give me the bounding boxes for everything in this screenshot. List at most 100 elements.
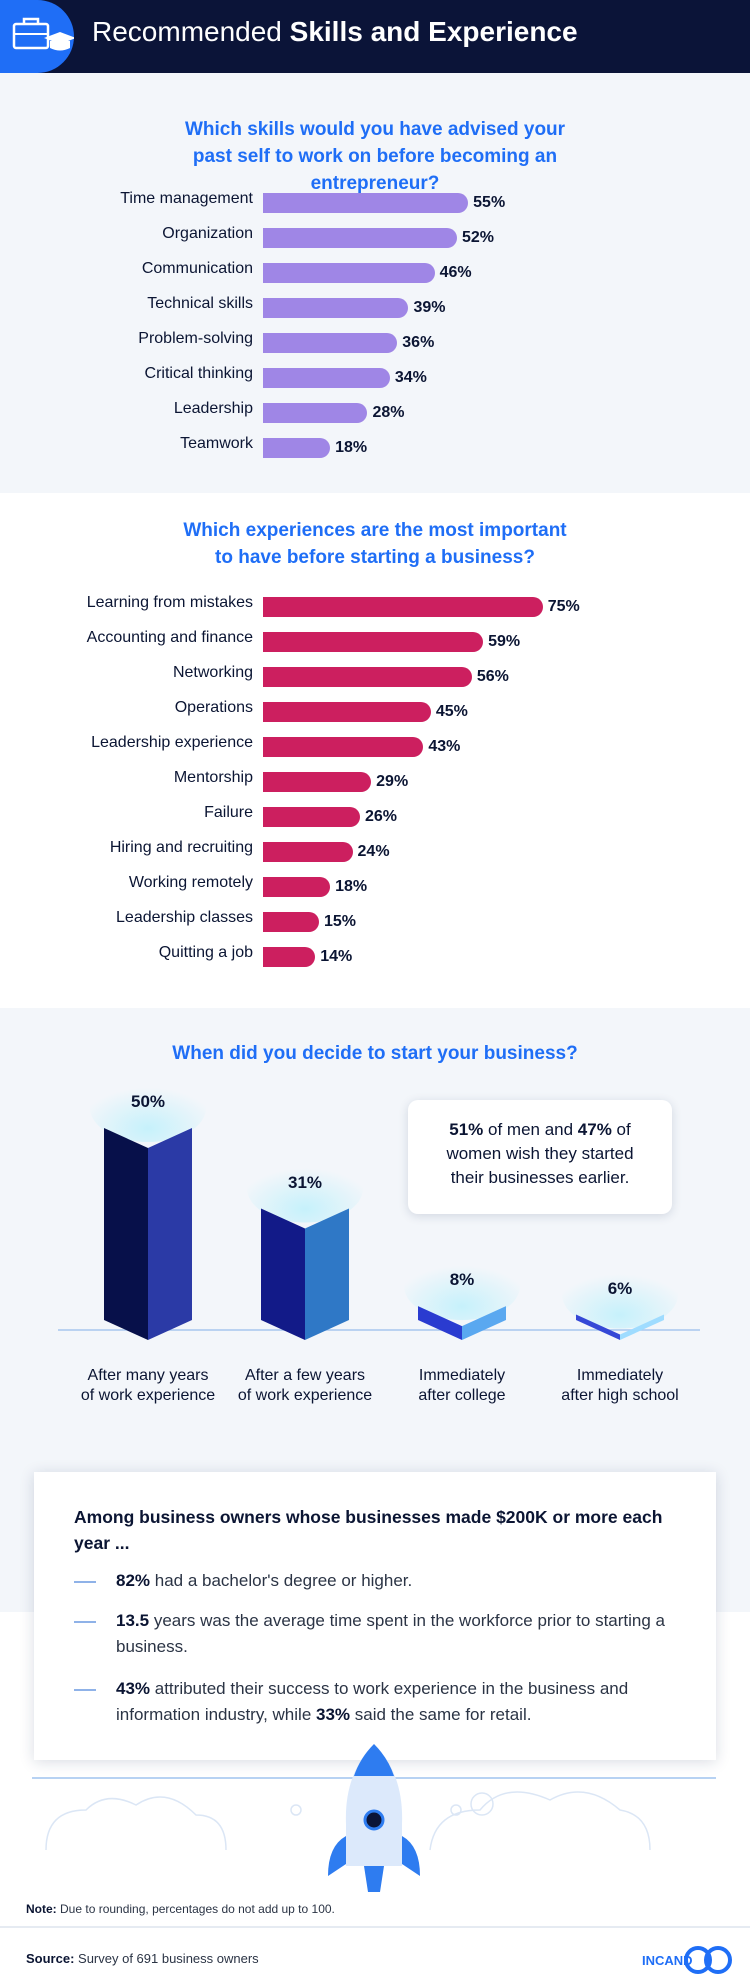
bar (263, 632, 484, 652)
column-category-line: after high school (561, 1387, 679, 1404)
bar (263, 298, 409, 318)
bar-label: Accounting and finance (86, 629, 253, 646)
column-category-label: Immediately after high school (545, 1366, 695, 1406)
bar-value-label: 75% (547, 598, 580, 615)
skills-section (0, 73, 750, 493)
bar-label: Mentorship (173, 769, 253, 786)
column-value-label: 6% (607, 1278, 633, 1298)
bar-label: Learning from mistakes (86, 594, 253, 611)
bar (263, 333, 398, 353)
card-title: Among business owners whose businesses m… (74, 1507, 663, 1553)
bar-label: Operations (174, 699, 253, 716)
bar (263, 947, 316, 967)
bar-value-label: 29% (376, 773, 409, 790)
bar-value-label: 14% (320, 948, 353, 965)
bar (263, 807, 360, 827)
bar (263, 702, 431, 722)
rocket-icon (328, 1744, 420, 1892)
column-value-label: 31% (287, 1172, 323, 1192)
bar (263, 438, 331, 458)
card-item-text: 13.5 years was the average time spent in… (116, 1611, 666, 1656)
column-bar (247, 1154, 363, 1340)
incandeo-logo-icon[interactable]: INCAND (640, 1938, 734, 1978)
dash-icon (74, 1621, 96, 1623)
bar-value-label: 36% (402, 334, 435, 351)
header-bar: Recommended Skills and Experience (0, 0, 750, 73)
column-bar (404, 1252, 520, 1340)
bar-label: Quitting a job (158, 944, 253, 961)
column-category-label: After many years of work experience (73, 1366, 223, 1406)
dash-icon (74, 1581, 96, 1583)
column-side-face (620, 1314, 664, 1340)
skills-chart-title: Which skills would you have advised your… (184, 119, 566, 194)
bar-value-label: 26% (364, 808, 397, 825)
column-side-face (462, 1306, 506, 1340)
bar-label: Leadership classes (116, 909, 253, 926)
timing-3d-column-chart (58, 1074, 700, 1340)
bar-value-label: 56% (476, 668, 509, 685)
bar (263, 772, 372, 792)
bar-value-label: 43% (428, 738, 461, 755)
bar (263, 228, 457, 248)
bar (263, 667, 472, 687)
column-category-line: After many years (87, 1367, 209, 1384)
experience-chart-title: Which experiences are the most important… (183, 520, 567, 568)
bar-value-label: 18% (335, 439, 368, 456)
high-earners-card: Among business owners whose businesses m… (34, 1472, 716, 1760)
column-glow (404, 1252, 520, 1321)
bar-value-label: 18% (335, 878, 368, 895)
column-category-line: After a few years (244, 1367, 366, 1384)
dash-icon (74, 1689, 96, 1691)
bar-label: Networking (172, 664, 253, 681)
bar-label: Teamwork (180, 435, 253, 452)
footer-divider (0, 1926, 750, 1928)
column-category-line: of work experience (80, 1387, 216, 1404)
column-category-line: after college (418, 1387, 506, 1404)
column-value-label: 8% (449, 1270, 475, 1290)
card-item-text: 43% attributed their success to work exp… (116, 1679, 629, 1724)
bar (263, 877, 331, 897)
bar-value-label: 52% (461, 229, 494, 246)
logo-text: INCAND (642, 1953, 693, 1968)
bar (263, 912, 319, 932)
column-category-line: of work experience (237, 1387, 373, 1404)
bar (263, 193, 469, 213)
bar-value-label: 28% (372, 404, 405, 421)
bar-value-label: 59% (488, 633, 521, 650)
column-glow (247, 1154, 363, 1223)
bar (263, 737, 424, 757)
source-line: Source: Survey of 691 business owners (26, 1951, 259, 1966)
column-value-label: 50% (130, 1092, 166, 1111)
column-category-line: Immediately (576, 1367, 664, 1384)
column-bar (562, 1260, 678, 1340)
timing-chart-title: When did you decide to start your busine… (172, 1043, 578, 1064)
bar (263, 368, 390, 388)
bar-label: Working remotely (128, 874, 253, 891)
bar-value-label: 39% (413, 299, 446, 316)
bar (263, 263, 435, 283)
bar-label: Leadership (173, 400, 253, 417)
column-category-label: After a few years of work experience (230, 1366, 380, 1406)
header-icon-badge (0, 0, 76, 73)
footnote: Note: Due to rounding, percentages do no… (26, 1902, 335, 1916)
column-category-line: Immediately (418, 1367, 506, 1384)
gender-callout: 51% of men and 47% of women wish they st… (408, 1100, 672, 1214)
column-front-face (576, 1314, 620, 1340)
bar-label: Hiring and recruiting (109, 839, 253, 856)
column-glow (90, 1074, 206, 1142)
bar (263, 403, 368, 423)
bar (263, 597, 543, 617)
bar (263, 842, 353, 862)
bar-label: Communication (141, 260, 253, 277)
bar-value-label: 45% (435, 703, 468, 720)
column-side-face (148, 1128, 192, 1340)
briefcase-graduation-cap-icon (12, 17, 76, 51)
column-glow (562, 1260, 678, 1329)
bar-value-label: 46% (439, 264, 472, 281)
column-category-label: Immediately after college (387, 1366, 537, 1406)
bar-label: Organization (162, 225, 253, 242)
bar-value-label: 55% (473, 194, 506, 211)
column-front-face (104, 1128, 148, 1340)
column-side-face (305, 1208, 349, 1340)
rocket-decoration (32, 1744, 716, 1892)
